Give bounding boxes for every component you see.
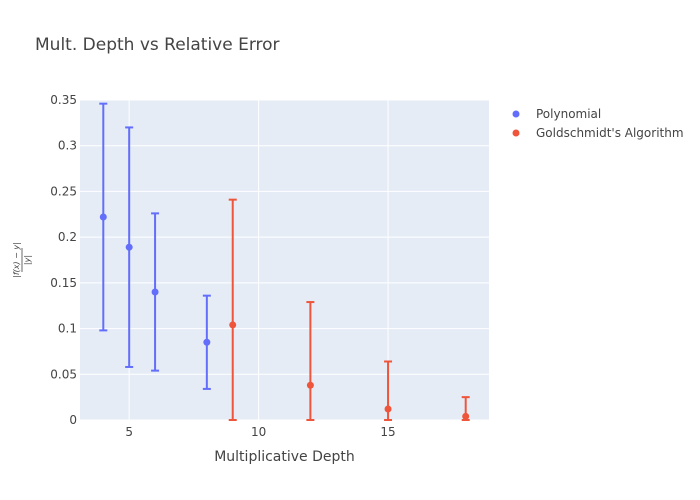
series-goldschmidt-s-algorithm xyxy=(228,198,470,421)
data-point xyxy=(229,321,237,329)
y-tick-label: 0.35 xyxy=(50,93,77,107)
legend: Polynomial Goldschmidt's Algorithm xyxy=(512,107,684,140)
data-point xyxy=(99,213,107,221)
y-tick-label: 0 xyxy=(69,413,77,427)
y-axis-title-denominator: |y| xyxy=(23,255,32,265)
data-point xyxy=(151,288,159,296)
x-axis-ticks: 5 10 15 xyxy=(125,425,395,439)
legend-label: Goldschmidt's Algorithm xyxy=(536,126,684,140)
chart-title: Mult. Depth vs Relative Error xyxy=(35,35,280,55)
y-tick-label: 0.25 xyxy=(50,184,77,198)
plot-area xyxy=(80,100,489,420)
series-layer xyxy=(99,102,470,421)
x-tick-label: 10 xyxy=(251,425,266,439)
y-tick-label: 0.2 xyxy=(58,230,77,244)
y-tick-label: 0.1 xyxy=(58,322,77,336)
y-tick-label: 0.15 xyxy=(50,276,77,290)
series-polynomial xyxy=(99,102,211,390)
data-point xyxy=(462,412,470,420)
y-axis-title: |f(x) − y| |y| xyxy=(12,242,32,278)
y-axis-title-numerator: |f(x) − y| xyxy=(12,242,21,278)
data-point xyxy=(384,405,392,413)
y-tick-label: 0.3 xyxy=(58,139,77,153)
legend-marker xyxy=(512,129,520,137)
legend-label: Polynomial xyxy=(536,107,601,121)
data-point xyxy=(306,381,314,389)
legend-marker xyxy=(512,110,520,118)
x-tick-label: 5 xyxy=(125,425,133,439)
data-point xyxy=(125,243,133,251)
x-tick-label: 15 xyxy=(380,425,395,439)
x-axis-title: Multiplicative Depth xyxy=(214,449,355,465)
y-tick-label: 0.05 xyxy=(50,367,77,381)
y-axis-ticks: 0 0.05 0.1 0.15 0.2 0.25 0.3 0.35 xyxy=(50,93,77,427)
data-point xyxy=(203,338,211,346)
